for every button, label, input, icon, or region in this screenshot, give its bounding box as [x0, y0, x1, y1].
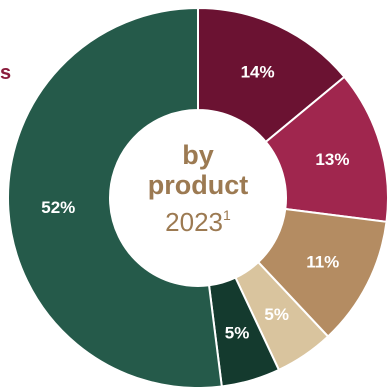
slice-label-4: 5%: [225, 323, 250, 342]
center-title-line-2: product: [147, 170, 249, 200]
center-label: by product 20231: [128, 140, 268, 237]
slice-0: [197, 6, 346, 144]
slice-label-1: 13%: [315, 150, 349, 169]
slice-label-3: 5%: [264, 305, 289, 324]
slice-label-0: 14%: [241, 62, 275, 81]
slice-5: [7, 6, 223, 389]
center-year-value: 2023: [165, 207, 224, 237]
center-title-line-1: by: [182, 140, 214, 170]
center-footnote: 1: [223, 207, 231, 223]
cropped-edge-text: s: [0, 62, 12, 84]
slice-label-2: 11%: [306, 253, 339, 272]
center-year: 20231: [128, 200, 268, 237]
slice-label-5: 52%: [41, 198, 75, 217]
